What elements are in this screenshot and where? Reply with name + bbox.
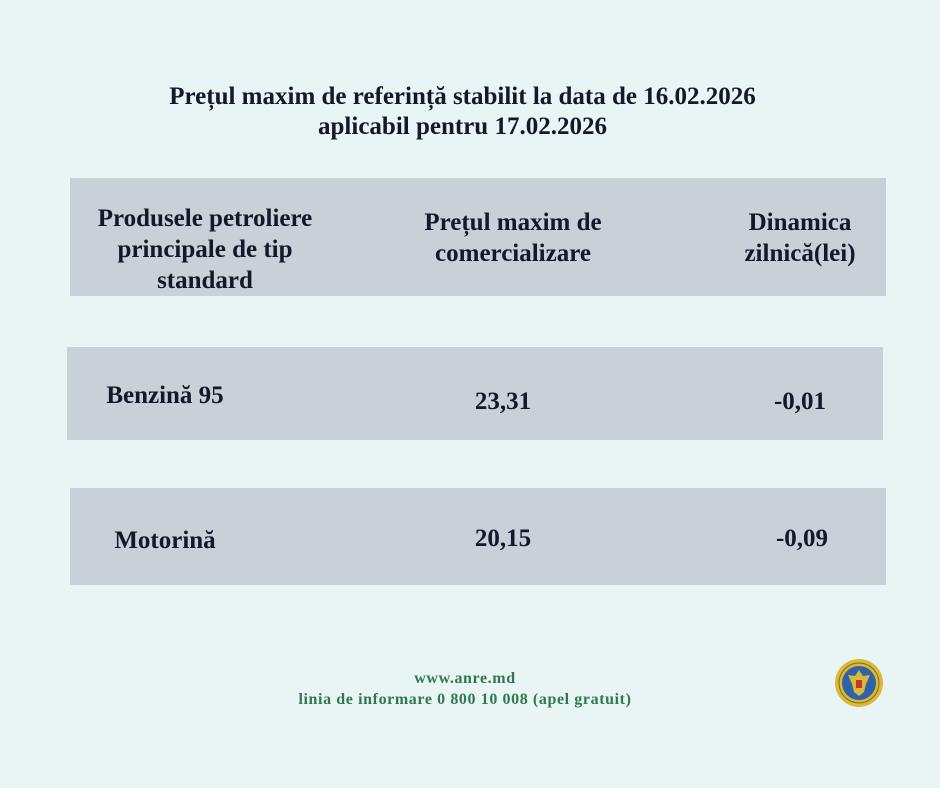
title-line-2: aplicabil pentru 17.02.2026 bbox=[318, 113, 607, 140]
header-change-line2: zilnică(lei) bbox=[744, 240, 856, 267]
table-row bbox=[70, 488, 886, 585]
header-product: Produsele petroliere principale de tip s… bbox=[70, 203, 340, 296]
header-price: Prețul maxim de comercializare bbox=[393, 207, 633, 269]
website-link[interactable]: www.anre.md bbox=[414, 670, 516, 687]
row-change: -0,01 bbox=[773, 388, 827, 415]
hotline-text: linia de informare 0 800 10 008 (apel gr… bbox=[298, 691, 632, 708]
page-title: Prețul maxim de referință stabilit la da… bbox=[0, 82, 925, 142]
header-product-line2: principale de tip bbox=[117, 236, 293, 263]
header-price-line1: Prețul maxim de bbox=[424, 209, 602, 236]
header-price-line2: comercializare bbox=[435, 240, 591, 267]
table-header bbox=[70, 178, 886, 296]
row-product: Benzină 95 bbox=[106, 382, 224, 409]
header-product-line3: standard bbox=[157, 267, 253, 294]
footer: www.anre.md linia de informare 0 800 10 … bbox=[0, 668, 930, 710]
title-line-1: Prețul maxim de referință stabilit la da… bbox=[169, 83, 756, 110]
anre-seal-icon bbox=[835, 659, 883, 707]
row-change: -0,09 bbox=[775, 525, 829, 552]
row-product: Motorină bbox=[114, 527, 216, 554]
row-price: 20,15 bbox=[474, 525, 532, 552]
header-change: Dinamica zilnică(lei) bbox=[720, 207, 880, 269]
row-price: 23,31 bbox=[474, 388, 532, 415]
table-row bbox=[67, 347, 883, 440]
header-change-line1: Dinamica bbox=[748, 209, 852, 236]
header-product-line1: Produsele petroliere bbox=[97, 205, 313, 232]
